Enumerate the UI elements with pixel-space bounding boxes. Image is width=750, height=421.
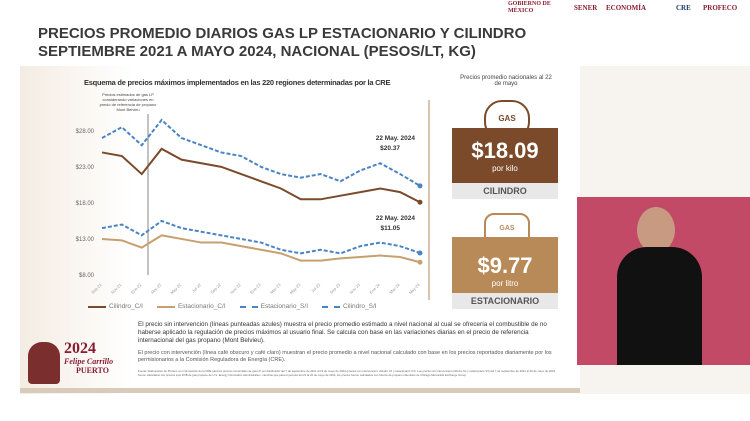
estacionario-price-card: $9.77 por litro: [452, 237, 558, 293]
brand-sub: PUERTO: [76, 366, 109, 375]
estacionario-price: $9.77: [477, 253, 533, 278]
x-tick-label: Mar-22: [150, 282, 163, 295]
x-tick-label: Nov-22: [229, 282, 242, 295]
legend-label: Cilindro_C/I: [109, 303, 143, 310]
x-tick-label: Ene-22: [130, 282, 143, 295]
x-tick-label: Mar-24: [388, 282, 401, 295]
annotation-value: $11.05: [380, 225, 400, 232]
footer-bar: [20, 388, 580, 393]
legend-swatch: [239, 305, 258, 308]
y-tick-label: $13.00: [76, 237, 95, 243]
explanation-paragraph-1: El precio sin intervención (líneas punte…: [138, 321, 547, 344]
side-caption: Precios promedio nacionales al 22 de may…: [460, 75, 552, 87]
legend-item: Cilindro_C/I: [88, 303, 143, 310]
series-line-estacionario-s-i: [101, 219, 421, 255]
logo-gobierno: GOBIERNO DE MÉXICO: [508, 1, 551, 14]
estacionario-unit: por litro: [491, 279, 519, 288]
x-tick-label: Ene-24: [368, 282, 381, 295]
cilindro-unit: por kilo: [492, 164, 518, 173]
brand-name: Felipe Carrillo: [64, 357, 114, 366]
series-end-point: [417, 250, 423, 256]
legend-label: Estacionario_S/I: [260, 303, 309, 310]
title-line2: SEPTIEMBRE 2021 A MAYO 2024, NACIONAL (P…: [38, 43, 476, 60]
x-tick-label: Mar-23: [269, 282, 282, 295]
felipe-carrillo-logo: 2024 Felipe Carrillo PUERTO: [28, 340, 128, 385]
annotation-date: 22 May. 2024: [376, 135, 416, 142]
chart-legend: Cilindro_C/I Estacionario_C/I Estacionario…: [88, 303, 377, 310]
x-tick-label: Nov-23: [348, 282, 361, 295]
legend-swatch: [88, 305, 106, 308]
legend-swatch: [322, 305, 341, 308]
page-title: PRECIOS PROMEDIO DIARIOS GAS LP ESTACION…: [38, 25, 526, 61]
x-tick-label: May-24: [408, 282, 422, 296]
series-end-point: [417, 183, 423, 189]
x-tick-label: Sep-22: [209, 282, 222, 295]
title-line1: PRECIOS PROMEDIO DIARIOS GAS LP ESTACION…: [38, 25, 527, 42]
legend-item: Estacionario_S/I: [239, 303, 309, 310]
y-tick-label: $18.00: [76, 201, 95, 207]
annotation-value: $20.37: [380, 145, 400, 152]
line-chart: $8.00 $13.00 $18.00 $23.00 $28.00 Sep-21 Nov-2…: [76, 100, 430, 300]
logo-profeco: PROFECO: [703, 4, 738, 12]
cilindro-price-card: $18.09 por kilo: [452, 128, 558, 184]
logo-sener: SENER: [574, 4, 598, 12]
brand-year: 2024: [64, 340, 96, 357]
logo-cre: CRE: [676, 4, 691, 12]
series-line-estacionario-c-i: [101, 234, 421, 264]
legend-item: Cilindro_S/I: [322, 303, 377, 310]
x-tick-label: Nov-21: [110, 282, 123, 295]
y-tick-label: $8.00: [79, 273, 95, 279]
series-line-cilindro-c-i: [101, 147, 421, 204]
x-tick-label: Sep-21: [90, 282, 103, 295]
legend-label: Estacionario_C/I: [177, 303, 226, 310]
y-tick-label: $23.00: [76, 165, 95, 171]
series-end-point: [417, 259, 423, 265]
header-logos: GOBIERNO DE MÉXICO SENER ECONOMÍA CRE PR…: [0, 0, 750, 20]
series-end-point: [417, 199, 423, 205]
legend-label: Cilindro_S/I: [343, 303, 377, 310]
cilindro-label: CILINDRO: [452, 183, 558, 199]
series-line-cilindro-s-i: [101, 118, 421, 187]
x-tick-label: May-23: [288, 282, 302, 296]
x-tick-label: Jul-22: [191, 282, 203, 294]
source-note: Fuente: Elaboración de Profeco con infor…: [138, 369, 556, 377]
explanation-paragraph-2: El precio con intervención (línea café o…: [138, 350, 552, 363]
x-tick-label: Ene-23: [249, 282, 262, 295]
estacionario-label: ESTACIONARIO: [452, 293, 558, 309]
cilindro-price: $18.09: [471, 138, 539, 163]
x-tick-label: May-22: [169, 282, 183, 296]
logo-economia: ECONOMÍA: [606, 4, 647, 12]
legend-swatch: [156, 305, 175, 308]
legend-item: Estacionario_C/I: [156, 303, 226, 310]
y-tick-label: $28.00: [76, 129, 95, 135]
x-tick-label: Sep-23: [329, 282, 342, 295]
sign-language-video: [577, 197, 750, 365]
annotation-date: 22 May. 2024: [376, 215, 416, 222]
x-tick-label: Jul-23: [310, 282, 322, 294]
chart-title: Esquema de precios máximos implementados…: [84, 78, 391, 87]
chart-annotation: Precios estimados de gas LP considerando…: [99, 92, 157, 112]
